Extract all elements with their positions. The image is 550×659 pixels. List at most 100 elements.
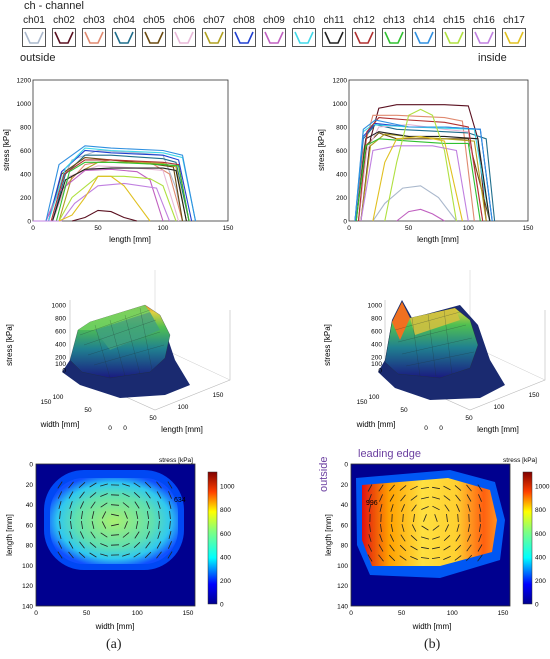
series-line-12	[33, 159, 190, 222]
vector-arrow	[368, 534, 372, 542]
z-tick-label: 800	[55, 316, 66, 323]
vector-arrow	[89, 542, 97, 548]
surface-box	[69, 300, 231, 411]
vector-arrow	[443, 545, 451, 551]
vector-arrow	[81, 510, 83, 520]
vector-arrow	[368, 494, 372, 502]
legend-swatch	[22, 28, 46, 47]
vector-arrow	[466, 484, 472, 492]
y-tick-label: 200	[336, 195, 347, 202]
series-line-2	[360, 104, 487, 222]
vector-arrow	[57, 551, 63, 559]
x-tick-label: 50	[94, 225, 102, 232]
vector-arrow	[168, 531, 172, 539]
vector-arrow	[146, 531, 150, 539]
x-tick-label: 0	[108, 425, 112, 432]
legend-item-ch15: ch15	[440, 15, 468, 47]
legend-item-ch13: ch13	[380, 15, 408, 47]
vector-arrow	[367, 554, 373, 562]
vector-field	[57, 481, 173, 559]
vector-arrow	[145, 541, 151, 549]
vector-arrow	[411, 504, 417, 512]
line-chart-a: 0 200 400 600 800 1000 1200 0 50 100 150	[17, 78, 234, 233]
legend-swatch	[262, 28, 286, 47]
legend-label: ch02	[53, 15, 75, 26]
panel-label-a: (a)	[106, 637, 122, 652]
vector-arrow	[421, 496, 429, 500]
vector-arrow	[133, 542, 141, 548]
vector-arrow	[89, 492, 97, 498]
legend-swatch	[172, 28, 196, 47]
vector-arrow	[124, 521, 128, 529]
legend-label: ch04	[113, 15, 135, 26]
vector-arrow	[421, 506, 429, 510]
series-line-13	[355, 138, 481, 222]
legend-item-ch16: ch16	[470, 15, 498, 47]
legend-swatch	[502, 28, 526, 47]
xlabel-surface-b: width [mm]	[356, 420, 396, 429]
vector-arrow	[100, 483, 108, 487]
vector-arrow	[421, 546, 429, 550]
series-line-9	[396, 208, 445, 222]
vector-arrow	[454, 485, 462, 491]
x-tick-label: 100	[53, 394, 64, 401]
vector-arrow	[477, 544, 483, 552]
vector-arrow	[390, 504, 394, 512]
vector-arrow	[420, 557, 430, 559]
x-tick-label: 100	[132, 610, 143, 617]
series-line-15	[384, 108, 457, 222]
x-tick-label: 0	[34, 610, 38, 617]
heatmap-blob	[362, 478, 497, 566]
vector-arrow	[477, 554, 483, 562]
legend-swatch	[232, 28, 256, 47]
vector-arrow	[100, 532, 108, 538]
vector-arrow	[379, 534, 383, 542]
legend-item-ch10: ch10	[290, 15, 318, 47]
x-tick-label: 100	[369, 394, 380, 401]
vector-arrow	[158, 520, 160, 530]
vector-arrow	[467, 504, 471, 512]
vector-arrow	[68, 481, 74, 489]
vector-arrow	[110, 534, 120, 536]
vector-arrow	[423, 514, 427, 522]
vector-arrow	[432, 536, 440, 540]
series-line-14	[33, 145, 197, 222]
x-tick-label: 0	[424, 425, 428, 432]
vector-arrow	[100, 502, 108, 508]
vector-arrow	[101, 521, 107, 529]
vector-arrow	[167, 481, 173, 489]
vector-arrow	[168, 541, 172, 549]
vector-arrow	[133, 492, 141, 498]
vector-arrow	[379, 494, 383, 502]
vector-arrow	[399, 485, 407, 491]
vector-arrow	[378, 484, 384, 492]
y-tick-label: 100	[178, 404, 189, 411]
vector-arrow	[389, 494, 395, 502]
z-tick-label: 1000	[368, 303, 383, 310]
vector-arrow	[367, 484, 373, 492]
colorbar-label-b: stress [kPa]	[503, 457, 537, 464]
vector-arrow	[457, 513, 459, 523]
legend-item-ch04: ch04	[110, 15, 138, 47]
legend-label: ch03	[83, 15, 105, 26]
vector-arrow	[133, 482, 141, 488]
legend-label: ch15	[443, 15, 465, 26]
z-tick-label: 100	[55, 361, 66, 368]
vector-arrow	[122, 553, 130, 557]
vector-arrow	[444, 504, 450, 512]
y-tick-label: 60	[341, 522, 349, 529]
x-tick-label: 50	[83, 610, 91, 617]
colorbar-tick-label: 600	[220, 531, 231, 538]
legend-item-ch11: ch11	[320, 15, 348, 47]
vector-arrow	[122, 483, 130, 487]
vector-arrow	[379, 504, 383, 512]
vector-arrow	[432, 546, 440, 550]
vector-arrow	[134, 531, 140, 539]
legend-item-ch06: ch06	[170, 15, 198, 47]
vector-arrow	[100, 493, 108, 497]
z-tick-label: 600	[371, 329, 382, 336]
colorbar-tick-label: 400	[220, 554, 231, 561]
vector-arrow	[158, 510, 160, 520]
legend-swatch	[112, 28, 136, 47]
vector-arrow	[122, 532, 130, 538]
